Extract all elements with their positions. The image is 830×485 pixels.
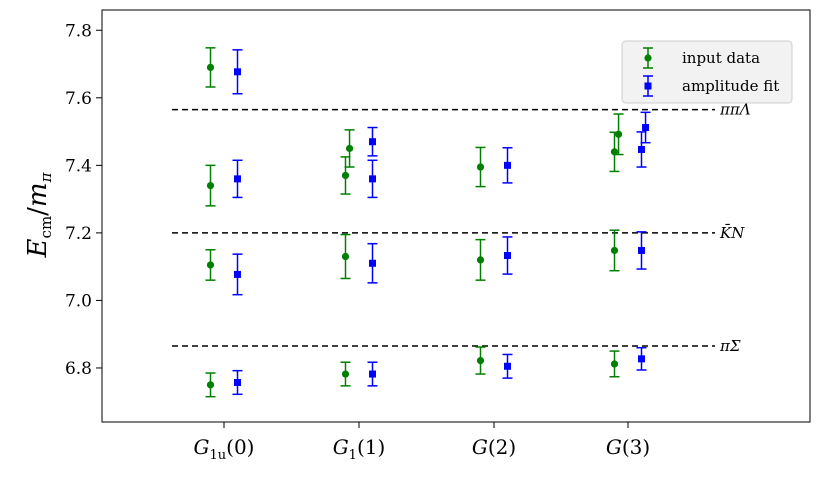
marker-circle <box>341 171 350 180</box>
x-tick-label: G(3) <box>606 435 650 459</box>
marker-square <box>369 259 376 267</box>
marker-square <box>638 355 645 363</box>
amplitude-fit-point <box>640 111 651 144</box>
amplitude-fit-point <box>636 346 647 371</box>
input-data-point <box>340 361 351 387</box>
x-tick-label: G1u(0) <box>194 435 255 463</box>
y-axis-title: Ecm/mπ <box>23 171 55 258</box>
marker-circle <box>610 246 619 255</box>
input-data-point <box>340 156 351 195</box>
plot-frame <box>101 9 811 423</box>
input-data-point <box>340 233 351 280</box>
marker-circle <box>206 261 215 269</box>
legend-entry: amplitude fit <box>643 75 779 97</box>
input-data-point <box>613 113 624 156</box>
threshold-label: ππΛ <box>719 101 751 119</box>
y-tick-label: 7.0 <box>65 291 92 311</box>
marker-square <box>369 370 376 378</box>
marker-circle <box>476 256 485 264</box>
amplitude-fit-point <box>367 242 378 284</box>
marker-circle <box>345 144 354 153</box>
input-data-point <box>205 47 216 88</box>
legend: input data amplitude fit <box>621 40 793 104</box>
amplitude-fit-point <box>367 126 378 157</box>
marker-circle <box>476 163 485 171</box>
marker-square <box>369 175 376 183</box>
marker-circle <box>206 63 215 72</box>
marker-square <box>642 124 650 132</box>
input-data-point <box>205 249 216 281</box>
amplitude-fit-point <box>502 236 513 275</box>
threshold-label: πΣ <box>719 337 741 355</box>
marker-circle <box>476 356 485 365</box>
amplitude-fit-point <box>232 253 243 296</box>
input-data-point <box>344 129 355 168</box>
amplitude-fit-point <box>636 231 647 270</box>
input-data-point <box>205 164 216 207</box>
y-tick-label: 7.2 <box>65 224 92 244</box>
threshold-label: K̄N <box>719 224 745 242</box>
marker-square <box>234 270 241 278</box>
input-data-point <box>475 346 486 375</box>
legend-marker <box>644 54 652 62</box>
marker-circle <box>341 370 350 378</box>
amplitude-fit-point <box>502 353 513 379</box>
amplitude-fit-point <box>232 369 243 396</box>
marker-circle <box>614 130 623 138</box>
y-axis: 6.8 7.0 7.2 7.4 7.6 7.8 <box>65 21 102 379</box>
amplitude-fit-point <box>232 49 243 95</box>
legend-entry: input data <box>643 47 760 69</box>
marker-square <box>504 252 511 260</box>
x-tick-label: G1(1) <box>333 435 386 463</box>
y-tick-label: 7.8 <box>65 21 92 41</box>
marker-square <box>638 246 645 254</box>
input-data-point <box>609 350 620 378</box>
input-data-point <box>475 146 486 188</box>
input-data-point <box>205 372 216 398</box>
marker-square <box>234 175 241 183</box>
marker-square <box>234 378 241 386</box>
x-axis: G1u(0) G1(1) G(2) G(3) <box>194 422 650 463</box>
marker-square <box>638 145 645 153</box>
marker-circle <box>610 148 619 156</box>
y-tick-label: 6.8 <box>65 359 92 379</box>
marker-circle <box>206 381 215 389</box>
input-data-point <box>609 229 620 272</box>
marker-square <box>234 68 241 76</box>
marker-square <box>369 138 376 146</box>
y-tick-label: 7.6 <box>65 89 92 109</box>
input-data-point <box>475 238 486 281</box>
marker-square <box>504 161 511 169</box>
amplitude-fit-point <box>502 147 513 184</box>
threshold-lines: ππΛ K̄N πΣ <box>172 101 751 355</box>
x-tick-label: G(2) <box>472 435 516 459</box>
marker-square <box>504 362 511 370</box>
amplitude-fit-point <box>367 159 378 199</box>
marker-circle <box>610 360 619 368</box>
legend-box <box>621 40 793 104</box>
marker-circle <box>341 252 350 261</box>
amplitude-fit-point <box>367 361 378 387</box>
legend-label: input data <box>682 49 760 67</box>
amplitude-fit-point <box>232 159 243 199</box>
data-points <box>205 47 651 398</box>
marker-circle <box>206 182 215 190</box>
legend-label: amplitude fit <box>682 77 779 95</box>
y-tick-label: 7.4 <box>65 156 92 176</box>
legend-marker <box>644 82 652 90</box>
